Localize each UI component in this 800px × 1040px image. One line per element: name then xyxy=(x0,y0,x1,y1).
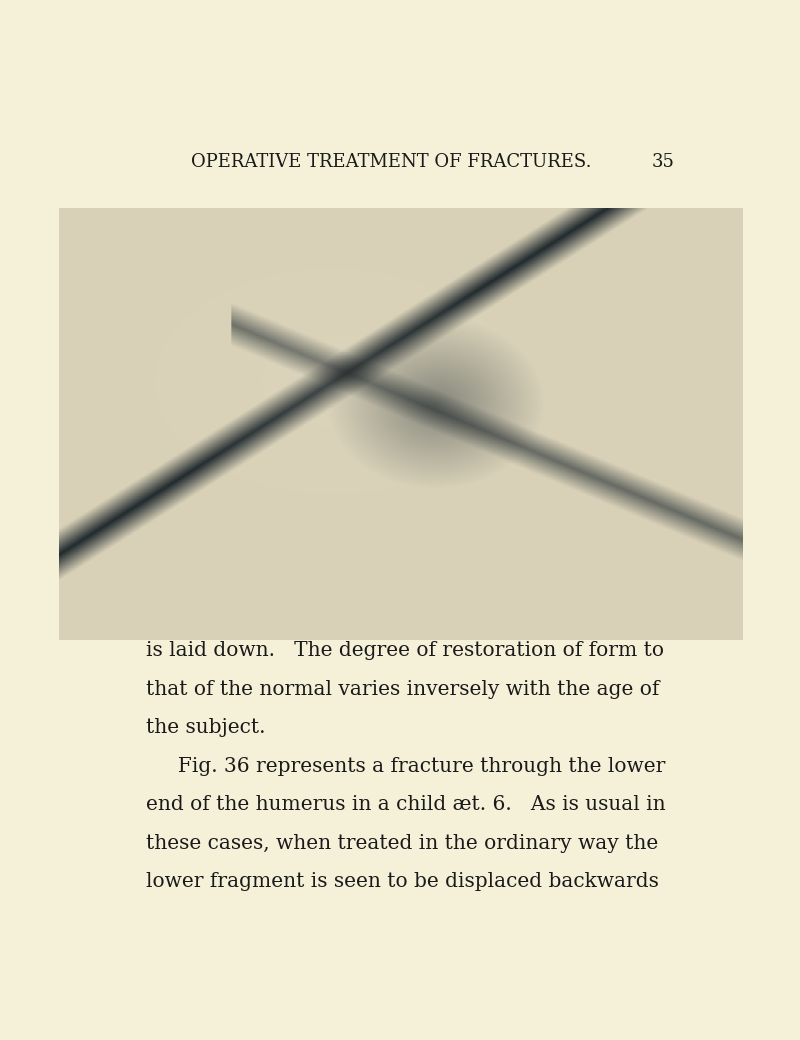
Text: 35: 35 xyxy=(652,153,674,171)
Text: whose complexity varies with that of the lines of: whose complexity varies with that of the… xyxy=(146,248,642,266)
Text: OPERATIVE TREATMENT OF FRACTURES.: OPERATIVE TREATMENT OF FRACTURES. xyxy=(191,153,592,171)
Text: is laid down.   The degree of restoration of form to: is laid down. The degree of restoration … xyxy=(146,642,665,660)
Text: that of the normal varies inversely with the age of: that of the normal varies inversely with… xyxy=(146,680,660,699)
Text: and the fragments are displaced, a portion of  the: and the fragments are displaced, a porti… xyxy=(146,324,656,343)
Text: the subject.: the subject. xyxy=(146,719,266,737)
Bar xyxy=(146,285,677,618)
Text: forces.   If in the young child a long bone is broken: forces. If in the young child a long bon… xyxy=(146,286,668,305)
Text: occupying various directions as cancellous  tissue: occupying various directions as cancello… xyxy=(146,209,656,228)
Text: force from the two articular extremities of the bone: force from the two articular extremities… xyxy=(146,401,677,420)
Text: these cases, when treated in the ordinary way the: these cases, when treated in the ordinar… xyxy=(146,833,658,853)
Text: lower fragment is seen to be displaced backwards: lower fragment is seen to be displaced b… xyxy=(146,872,659,891)
Text: original shaft is removed and a new one  transmitting: original shaft is removed and a new one … xyxy=(146,363,697,382)
Text: Fig. 36.—Fracture of lower end of humerus.: Fig. 36.—Fracture of lower end of humeru… xyxy=(239,623,581,636)
Text: end of the humerus in a child æt. 6.   As is usual in: end of the humerus in a child æt. 6. As … xyxy=(146,795,666,814)
Text: Fig. 36 represents a fracture through the lower: Fig. 36 represents a fracture through th… xyxy=(146,757,666,776)
